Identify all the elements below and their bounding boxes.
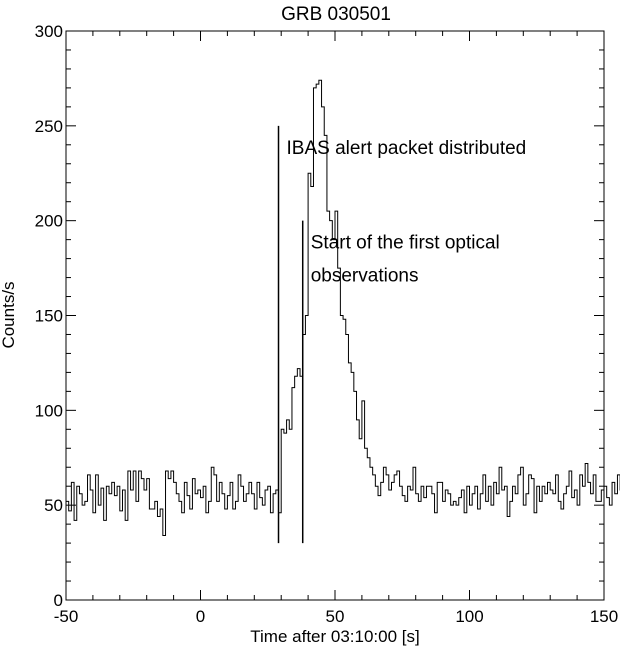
y-axis-label: Counts/s (0, 281, 18, 348)
y-tick-label: 300 (35, 22, 63, 41)
count-rate-series-line (66, 79, 620, 537)
y-tick-label: 150 (35, 307, 63, 326)
y-tick-label: 0 (54, 591, 63, 610)
x-tick-label: 0 (196, 607, 205, 626)
chart-title: GRB 030501 (281, 4, 391, 25)
x-tick-label: 100 (455, 607, 483, 626)
annotation-label: observations (311, 266, 419, 287)
x-tick-label: -50 (54, 607, 79, 626)
y-tick-label: 100 (35, 401, 63, 420)
plot-frame (65, 30, 605, 601)
annotation-label: IBAS alert packet distributed (287, 138, 527, 159)
annotations: IBAS alert packet distributed Start of th… (277, 125, 527, 544)
axis-ticks (65, 30, 605, 601)
y-tick-label: 250 (35, 117, 63, 136)
y-tick-label: 200 (35, 212, 63, 231)
x-axis-label: Time after 03:10:00 [s] (250, 627, 419, 646)
x-tick-label: 150 (590, 607, 618, 626)
x-tick-label: 50 (326, 607, 345, 626)
annotation-label: Start of the first optical (311, 233, 500, 254)
y-tick-label: 50 (44, 496, 63, 515)
